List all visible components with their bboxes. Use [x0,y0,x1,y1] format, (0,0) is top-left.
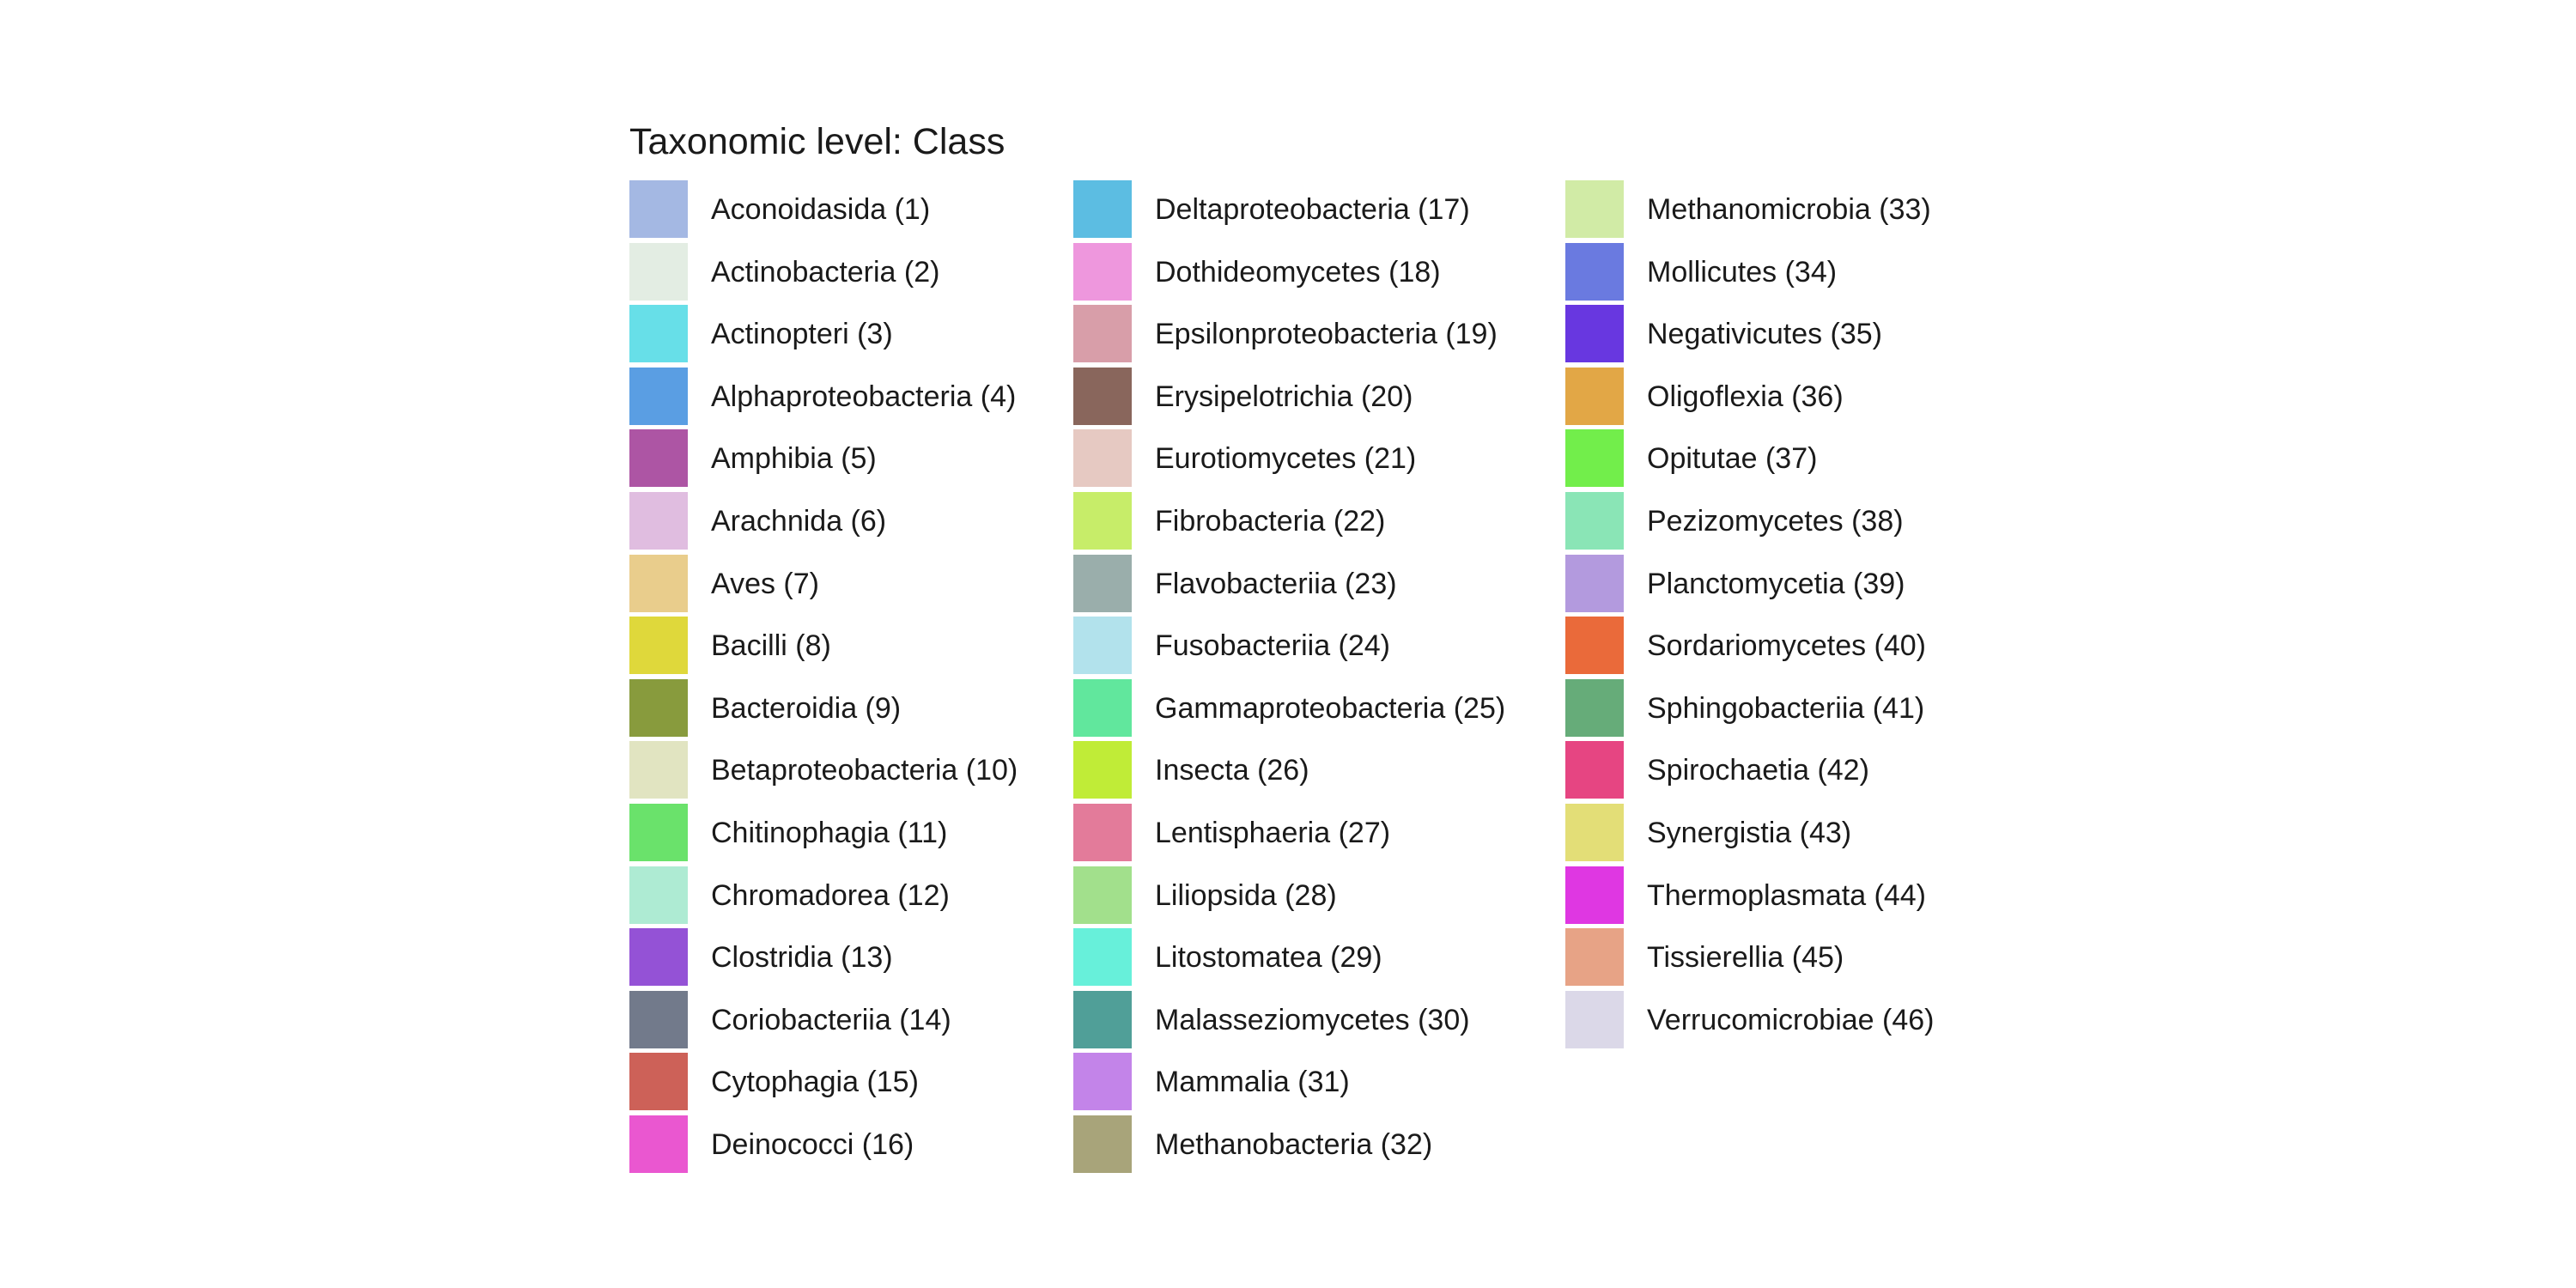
legend-key-label: Oligoflexia (36) [1647,380,1844,413]
legend-key-label: Opitutae (37) [1647,442,1818,476]
legend-key-swatch [1073,741,1132,799]
legend-key-swatch [1565,180,1624,238]
legend-key-label: Insecta (26) [1155,754,1309,787]
legend-key-swatch [629,554,688,612]
legend-key-swatch [1565,367,1624,425]
legend-key-label: Alphaproteobacteria (4) [711,380,1017,413]
legend-key-label: Gammaproteobacteria (25) [1155,691,1506,725]
legend-key-label: Amphibia (5) [711,442,877,476]
legend-key-swatch [1073,1053,1132,1111]
legend-key-swatch [1073,242,1132,301]
legend-key-label: Bacteroidia (9) [711,691,902,725]
legend-key-swatch [1565,242,1624,301]
legend-key-label: Deinococci (16) [711,1128,914,1161]
legend-key-label: Negativicutes (35) [1647,318,1883,351]
legend-key-swatch [629,990,688,1048]
legend-key-swatch [1073,678,1132,737]
legend-key-swatch [1073,367,1132,425]
legend-key-label: Tissierellia (45) [1647,941,1844,975]
legend-key-swatch [629,866,688,924]
legend-key-swatch [1073,928,1132,987]
legend-key-swatch [1073,492,1132,550]
legend-key-label: Spirochaetia (42) [1647,754,1869,787]
legend-key-swatch [629,492,688,550]
legend-key-swatch [629,804,688,861]
legend-key-label: Epsilonproteobacteria (19) [1155,318,1498,351]
legend-key-swatch [1073,1115,1132,1173]
legend-key-label: Erysipelotrichia (20) [1155,380,1413,413]
legend-key-label: Thermoplasmata (44) [1647,878,1927,912]
legend-key-label: Dothideomycetes (18) [1155,255,1441,289]
legend-key-label: Sphingobacteriia (41) [1647,691,1925,725]
legend-key-label: Methanomicrobia (33) [1647,193,1931,226]
legend-key-swatch [1073,866,1132,924]
legend-key-label: Aves (7) [711,567,819,600]
legend-key-swatch [1073,990,1132,1048]
legend-key-label: Deltaproteobacteria (17) [1155,193,1470,226]
legend-title: Taxonomic level: Class [629,121,1005,162]
legend-key-label: Malasseziomycetes (30) [1155,1003,1470,1036]
legend-key-label: Arachnida (6) [711,505,887,538]
legend-key-label: Lentisphaeria (27) [1155,817,1391,849]
legend-key-label: Chitinophagia (11) [711,817,948,849]
legend-key-swatch [1565,554,1624,612]
legend-key-swatch [1073,180,1132,238]
legend-key-label: Clostridia (13) [711,941,893,975]
legend-key-swatch [1073,429,1132,488]
legend-key-label: Betaproteobacteria (10) [711,754,1018,787]
legend-key-label: Coriobacteriia (14) [711,1003,951,1036]
legend-key-swatch [629,305,688,363]
legend-key-swatch [1073,305,1132,363]
legend-key-label: Aconoidasida (1) [711,193,931,226]
legend-key-label: Methanobacteria (32) [1155,1128,1433,1161]
legend-key-label: Actinobacteria (2) [711,255,940,289]
legend-key-swatch [629,741,688,799]
legend-key-swatch [1073,804,1132,861]
legend-key-label: Pezizomycetes (38) [1647,505,1904,538]
legend-key-label: Synergistia (43) [1647,817,1852,849]
legend-key-swatch [629,1053,688,1111]
legend-key-label: Flavobacteriia (23) [1155,567,1397,600]
legend-key-swatch [1565,678,1624,737]
legend-key-swatch [629,429,688,488]
legend-key-swatch [629,617,688,675]
legend-key-label: Fusobacteriia (24) [1155,629,1391,663]
legend-key-swatch [629,367,688,425]
legend-key-swatch [629,180,688,238]
legend-key-label: Litostomatea (29) [1155,941,1382,975]
legend-key-swatch [1565,429,1624,488]
legend-key-swatch [1565,866,1624,924]
legend-key-swatch [1565,741,1624,799]
legend-key-swatch [1565,617,1624,675]
legend-key-swatch [1565,804,1624,861]
legend-key-label: Chromadorea (12) [711,878,950,912]
legend-key-swatch [629,928,688,987]
legend-key-label: Cytophagia (15) [711,1066,919,1099]
legend-key-label: Fibrobacteria (22) [1155,505,1386,538]
legend-key-label: Mollicutes (34) [1647,255,1838,289]
legend-key-label: Verrucomicrobiae (46) [1647,1003,1935,1036]
legend-key-swatch [1565,492,1624,550]
legend-key-label: Actinopteri (3) [711,318,893,351]
legend-key-swatch [629,1115,688,1173]
legend-key-label: Planctomycetia (39) [1647,567,1905,600]
legend-key-label: Sordariomycetes (40) [1647,629,1927,663]
legend-key-label: Mammalia (31) [1155,1066,1350,1099]
legend-key-label: Liliopsida (28) [1155,878,1337,912]
legend-key-label: Eurotiomycetes (21) [1155,442,1417,476]
legend-key-swatch [629,678,688,737]
legend-key-swatch [1565,928,1624,987]
legend-key-swatch [629,242,688,301]
legend-key-swatch [1073,617,1132,675]
legend-key-label: Bacilli (8) [711,629,831,663]
legend-key-swatch [1565,990,1624,1048]
legend-key-swatch [1565,305,1624,363]
legend-key-swatch [1073,554,1132,612]
